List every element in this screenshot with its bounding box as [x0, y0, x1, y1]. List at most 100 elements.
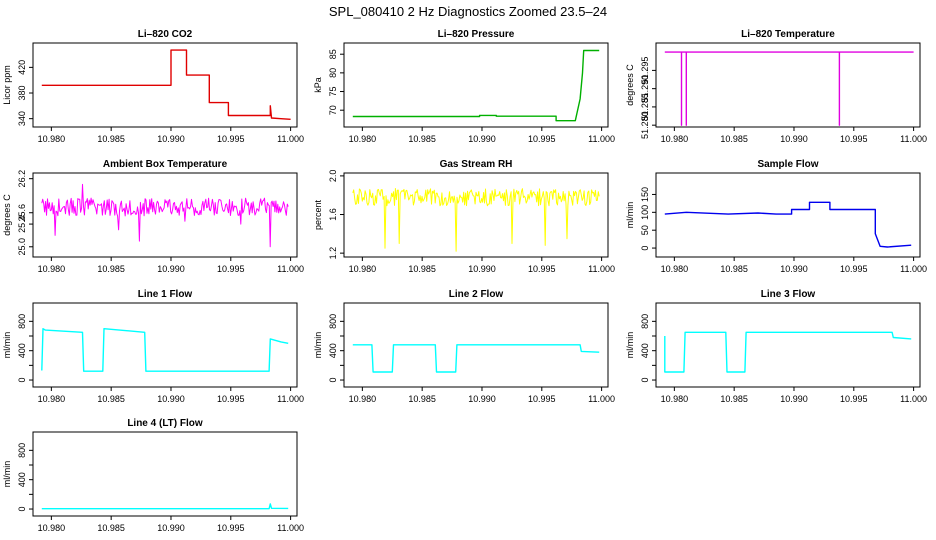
y-tick-label: 340	[17, 111, 27, 126]
x-tick-label: 10.990	[780, 134, 808, 144]
x-tick-label: 10.985	[97, 394, 125, 404]
chart-panel-4: Ambient Box Temperature degrees C 25.0 25.4…	[2, 159, 304, 274]
y-tick-label: 51.295	[640, 57, 650, 85]
y-tick-label: 25.6	[17, 204, 27, 222]
x-tick-label: 10.990	[157, 523, 185, 533]
x-tick-label: 10.980	[349, 134, 377, 144]
y-axis-label: degrees C	[2, 194, 12, 236]
chart-panel-9: Line 3 Flow ml/min 0 400 800 10.980 10.985 10.9…	[625, 289, 927, 404]
y-tick-label: 0	[640, 378, 650, 383]
y-tick-label: 51.280	[640, 111, 650, 139]
y-axis-label: ml/min	[625, 202, 635, 229]
series-line	[352, 188, 600, 252]
panel-title: Li–820 Temperature	[741, 29, 835, 40]
x-tick-label: 11.000	[900, 134, 927, 144]
panel-title: Line 1 Flow	[138, 289, 193, 300]
y-tick-label: 0	[640, 246, 650, 251]
x-tick-label: 11.000	[277, 264, 304, 274]
y-tick-label: 70	[328, 105, 338, 115]
y-tick-label: 800	[17, 443, 27, 458]
x-tick-label: 10.985	[408, 134, 436, 144]
y-tick-label: 75	[328, 87, 338, 97]
plot-frame	[655, 302, 921, 388]
series-line	[664, 331, 912, 373]
y-tick-label: 1.6	[328, 208, 338, 221]
x-tick-label: 10.985	[720, 394, 748, 404]
x-tick-label: 10.995	[217, 134, 245, 144]
y-tick-label: 80	[328, 68, 338, 78]
x-tick-label: 10.985	[408, 264, 436, 274]
x-tick-label: 10.995	[217, 523, 245, 533]
x-tick-label: 10.995	[840, 264, 868, 274]
plot-frame	[655, 172, 921, 258]
y-tick-label: 26.2	[17, 170, 27, 188]
y-axis-label: percent	[313, 199, 323, 230]
y-tick-label: 50	[640, 225, 650, 235]
panel-title: Line 2 Flow	[449, 289, 504, 300]
y-axis-label: ml/min	[2, 461, 12, 488]
x-tick-label: 10.980	[349, 394, 377, 404]
x-tick-label: 10.995	[217, 394, 245, 404]
y-axis-label: degrees C	[625, 64, 635, 106]
x-tick-label: 11.000	[900, 394, 927, 404]
x-tick-label: 11.000	[588, 394, 615, 404]
y-tick-label: 0	[17, 378, 27, 383]
x-tick-label: 10.980	[661, 264, 689, 274]
x-tick-label: 10.990	[468, 264, 496, 274]
plot-frame	[343, 42, 609, 128]
series-line	[352, 49, 600, 122]
y-tick-label: 51.285	[640, 93, 650, 121]
x-tick-label: 10.985	[97, 134, 125, 144]
x-tick-label: 10.995	[840, 394, 868, 404]
y-tick-label: 2.0	[328, 170, 338, 183]
x-tick-label: 11.000	[277, 394, 304, 404]
x-tick-label: 10.995	[840, 134, 868, 144]
x-tick-label: 10.995	[528, 264, 556, 274]
y-axis-label: kPa	[313, 77, 323, 93]
y-tick-label: 100	[640, 205, 650, 220]
x-tick-label: 10.990	[157, 394, 185, 404]
x-tick-label: 10.990	[157, 264, 185, 274]
y-tick-label: 25.0	[17, 238, 27, 256]
y-axis-label: ml/min	[313, 332, 323, 359]
x-tick-label: 10.995	[217, 264, 245, 274]
y-axis-label: ml/min	[625, 332, 635, 359]
plot-frame	[343, 302, 609, 388]
chart-panel-1: Li–820 CO2 Licor ppm 340 380 420 10.980 10.985…	[2, 29, 304, 144]
x-tick-label: 10.985	[720, 264, 748, 274]
series-line	[41, 183, 289, 248]
x-tick-label: 10.985	[97, 264, 125, 274]
y-tick-label: 400	[17, 343, 27, 358]
series-line	[352, 344, 600, 373]
x-tick-label: 10.985	[408, 394, 436, 404]
panel-title: Gas Stream RH	[440, 159, 513, 170]
x-tick-label: 10.990	[468, 394, 496, 404]
panel-title: Sample Flow	[757, 159, 818, 170]
y-tick-label: 51.290	[640, 75, 650, 103]
x-tick-label: 11.000	[277, 523, 304, 533]
series-line	[41, 328, 289, 372]
figure-title: SPL_080410 2 Hz Diagnostics Zoomed 23.5–…	[329, 4, 607, 19]
series-line	[664, 201, 912, 248]
plot-frame	[655, 42, 921, 128]
y-tick-label: 85	[328, 49, 338, 59]
panel-title: Li–820 Pressure	[438, 29, 515, 40]
x-tick-label: 11.000	[900, 264, 927, 274]
chart-panel-5: Gas Stream RH percent 1.2 1.6 2.0 10.980 10.98…	[313, 159, 615, 274]
chart-panel-8: Line 2 Flow ml/min 0 400 800 10.980 10.985 10.9…	[313, 289, 615, 404]
y-tick-label: 400	[17, 472, 27, 487]
y-tick-label: 1.2	[328, 247, 338, 260]
x-tick-label: 10.990	[780, 394, 808, 404]
series-line	[664, 51, 914, 126]
x-tick-label: 10.985	[97, 523, 125, 533]
x-tick-label: 10.990	[468, 134, 496, 144]
series-line	[41, 49, 291, 120]
plot-frame	[343, 172, 609, 258]
x-tick-label: 10.980	[661, 134, 689, 144]
y-tick-label: 25.4	[17, 215, 27, 233]
y-tick-label: 800	[640, 314, 650, 329]
y-tick-label: 400	[640, 343, 650, 358]
x-tick-label: 10.995	[528, 394, 556, 404]
